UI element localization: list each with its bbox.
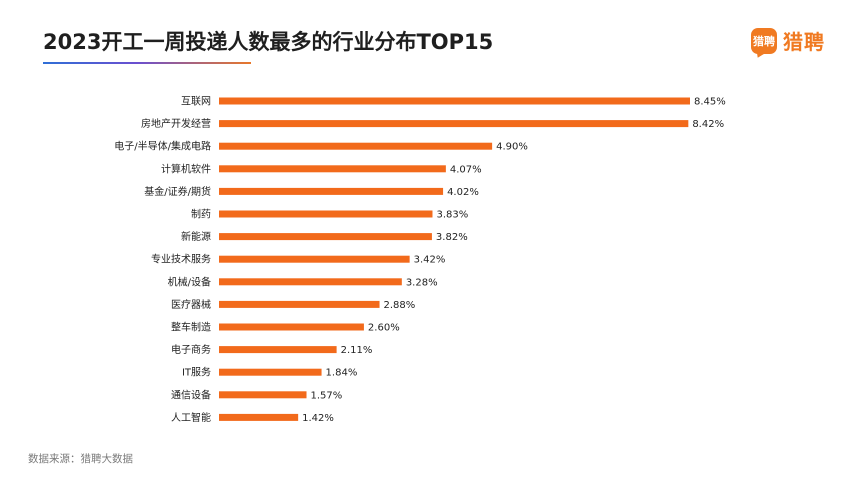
bar <box>219 187 444 195</box>
bar <box>219 120 689 128</box>
category-label: 专业技术服务 <box>151 253 211 266</box>
value-label: 3.82% <box>436 232 468 243</box>
bar <box>219 255 410 263</box>
value-label: 2.11% <box>341 345 373 356</box>
logo-badge-icon: 猎聘 <box>751 27 777 54</box>
value-label: 2.88% <box>384 300 416 311</box>
category-label: 人工智能 <box>171 411 211 424</box>
value-label: 1.42% <box>302 413 334 424</box>
liepin-logo: 猎聘 猎聘 <box>751 26 825 55</box>
value-label: 3.42% <box>414 255 446 266</box>
value-label: 3.28% <box>406 277 438 288</box>
bar <box>219 323 364 331</box>
bar <box>219 97 690 105</box>
bar <box>219 413 299 421</box>
category-label: 互联网 <box>181 96 211 108</box>
category-label: 新能源 <box>181 230 211 243</box>
category-labels: 互联网房地产开发经营电子/半导体/集成电路计算机软件基金/证券/期货制药新能源专… <box>114 96 211 424</box>
bar <box>219 368 322 376</box>
bar <box>219 165 446 173</box>
bar <box>219 142 493 150</box>
data-source-note: 数据来源：猎聘大数据 <box>28 453 133 465</box>
category-label: 基金/证券/期货 <box>144 185 211 198</box>
category-label: 计算机软件 <box>161 162 211 175</box>
value-label: 4.90% <box>496 142 528 153</box>
bar <box>219 210 433 218</box>
value-label: 2.60% <box>368 323 400 334</box>
bars <box>219 97 690 421</box>
logo-brand-text: 猎聘 <box>783 30 825 54</box>
category-label: 电子商务 <box>171 343 211 356</box>
value-label: 8.45% <box>694 97 726 108</box>
value-label: 1.57% <box>311 390 343 401</box>
category-label: 电子/半导体/集成电路 <box>114 140 211 153</box>
category-label: 通信设备 <box>171 388 211 401</box>
bar <box>219 300 380 308</box>
value-label: 4.07% <box>450 164 482 175</box>
value-label: 1.84% <box>326 368 358 379</box>
category-label: 医疗器械 <box>171 298 211 311</box>
bar <box>219 233 432 241</box>
category-label: 机械/设备 <box>168 275 211 288</box>
bar <box>219 278 402 286</box>
value-labels: 8.45% 8.42% 4.90% 4.07% 4.02% 3.83% 3.82% 3.42%… <box>302 97 726 424</box>
value-label: 8.42% <box>692 119 724 130</box>
category-label: 整车制造 <box>171 321 211 334</box>
bar <box>219 346 337 354</box>
category-label: 房地产开发经营 <box>141 117 211 130</box>
chart-title: 2023开工一周投递人数最多的行业分布TOP15 <box>43 30 494 54</box>
value-label: 4.02% <box>447 187 479 198</box>
category-label: 制药 <box>191 208 211 221</box>
category-label: IT服务 <box>182 366 211 379</box>
value-label: 3.83% <box>436 210 468 221</box>
title-underline <box>43 62 251 64</box>
bar <box>219 391 307 399</box>
